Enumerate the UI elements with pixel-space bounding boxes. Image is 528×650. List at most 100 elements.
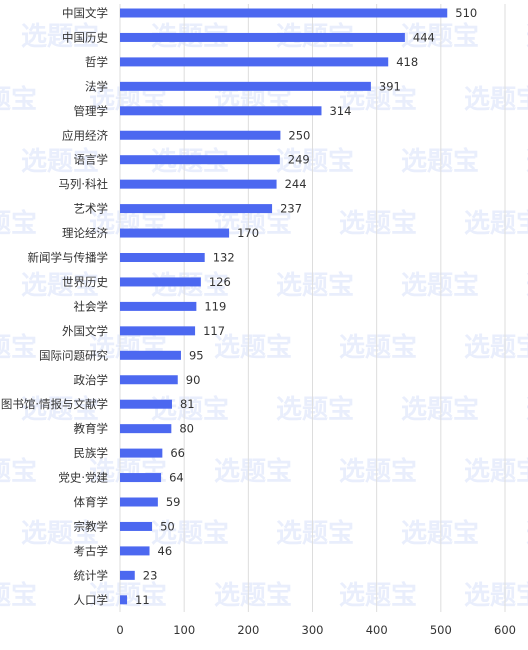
category-label: 统计学 [74, 568, 109, 582]
watermark-text: 选题宝 [0, 580, 37, 611]
category-label: 教育学 [74, 422, 109, 436]
watermark-text: 选题宝 [339, 208, 417, 239]
watermark-text: 选题宝 [21, 146, 99, 177]
data-label: 132 [213, 251, 235, 265]
watermark-text: 选题宝 [339, 456, 417, 487]
bars-layer [120, 8, 448, 605]
category-label: 图书馆·情报与文献学 [1, 397, 108, 411]
data-label: 11 [135, 593, 150, 607]
bar [120, 301, 197, 311]
watermark-text: 选题宝 [526, 146, 528, 177]
watermark-text: 选题宝 [464, 84, 528, 115]
data-label: 244 [285, 177, 307, 191]
data-label: 418 [396, 55, 418, 69]
bar [120, 521, 153, 531]
bar [120, 570, 135, 580]
x-axis: 0 100 200 300 400 500 600 [116, 623, 516, 637]
bar [120, 546, 150, 556]
watermark-text: 选题宝 [21, 21, 99, 52]
data-label: 59 [166, 495, 181, 509]
watermark-text: 选题宝 [464, 332, 528, 363]
bar [120, 130, 281, 140]
bar [120, 424, 172, 434]
data-label: 444 [413, 30, 435, 44]
data-label: 391 [379, 79, 401, 93]
watermark-text: 选题宝 [526, 270, 528, 301]
x-tick-label: 500 [430, 623, 452, 637]
data-label: 90 [186, 373, 201, 387]
bar [120, 57, 389, 67]
category-label: 体育学 [74, 495, 109, 509]
data-label: 237 [280, 202, 302, 216]
watermark-text: 选题宝 [0, 208, 37, 239]
x-tick-label: 400 [366, 623, 388, 637]
watermark-text: 选题宝 [464, 580, 528, 611]
data-label: 249 [288, 153, 310, 167]
data-label: 117 [203, 324, 225, 338]
category-label: 新闻学与传播学 [28, 251, 109, 265]
data-label: 23 [143, 568, 158, 582]
data-label: 50 [160, 519, 175, 533]
category-label: 中国文学 [62, 6, 108, 20]
watermark-text: 选题宝 [339, 580, 417, 611]
watermark-text: 选题宝 [214, 580, 292, 611]
category-label: 宗教学 [74, 519, 109, 533]
watermark-text: 选题宝 [21, 270, 99, 301]
bar [120, 326, 196, 336]
category-label: 中国历史 [62, 30, 108, 44]
data-label: 80 [179, 422, 194, 436]
watermark-layer: 选题宝选题宝选题宝选题宝选题宝选题宝选题宝选题宝选题宝选题宝选题宝选题宝选题宝选… [0, 21, 528, 611]
x-tick-label: 0 [116, 623, 123, 637]
data-label: 314 [329, 104, 351, 118]
category-label: 马列·科社 [58, 177, 108, 191]
x-tick-label: 300 [302, 623, 324, 637]
bar [120, 595, 128, 605]
bar [120, 473, 162, 483]
watermark-text: 选题宝 [89, 580, 167, 611]
data-label: 170 [237, 226, 259, 240]
bar [120, 81, 371, 91]
bar [120, 399, 172, 409]
watermark-text: 选题宝 [276, 146, 354, 177]
watermark-text: 选题宝 [276, 518, 354, 549]
x-tick-label: 200 [237, 623, 259, 637]
watermark-text: 选题宝 [21, 518, 99, 549]
bar [120, 204, 273, 214]
watermark-text: 选题宝 [21, 394, 99, 425]
category-label: 世界历史 [62, 275, 108, 289]
watermark-text: 选题宝 [526, 394, 528, 425]
bar [120, 375, 178, 385]
data-label: 250 [288, 128, 310, 142]
x-tick-label: 600 [494, 623, 516, 637]
data-label: 95 [189, 348, 204, 362]
watermark-text: 选题宝 [214, 332, 292, 363]
bar [120, 32, 405, 42]
category-label: 管理学 [74, 104, 109, 118]
category-label: 外国文学 [62, 324, 108, 338]
watermark-text: 选题宝 [401, 270, 479, 301]
watermark-text: 选题宝 [401, 394, 479, 425]
data-label: 64 [169, 471, 184, 485]
watermark-text: 选题宝 [464, 208, 528, 239]
category-label: 政治学 [74, 373, 109, 387]
labels-layer: 中国文学 510 中国历史 444 哲学 418 法学 391 管理学 314 应用经济 250 语言学… [1, 6, 477, 607]
grid-layer [119, 4, 506, 612]
bar [120, 253, 205, 262]
bar [120, 350, 181, 360]
bar [120, 448, 163, 458]
watermark-text: 选题宝 [401, 21, 479, 52]
x-tick-label: 100 [173, 623, 195, 637]
data-label: 119 [204, 299, 226, 313]
watermark-text: 选题宝 [151, 518, 229, 549]
data-label: 81 [180, 397, 195, 411]
category-label: 社会学 [74, 299, 109, 313]
category-label: 理论经济 [62, 226, 108, 240]
category-label: 哲学 [85, 55, 108, 69]
bar [120, 277, 201, 287]
watermark-text: 选题宝 [276, 394, 354, 425]
data-label: 46 [158, 544, 173, 558]
watermark-text: 选题宝 [401, 518, 479, 549]
bar [120, 179, 277, 189]
